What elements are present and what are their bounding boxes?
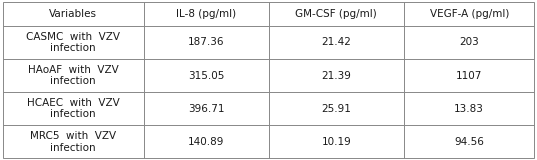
Text: 187.36: 187.36 [188, 37, 224, 47]
Text: HAoAF  with  VZV
infection: HAoAF with VZV infection [28, 65, 119, 86]
Text: GM-CSF (pg/ml): GM-CSF (pg/ml) [295, 9, 377, 19]
Text: 396.71: 396.71 [188, 104, 224, 114]
Text: VEGF-A (pg/ml): VEGF-A (pg/ml) [430, 9, 509, 19]
Text: 1107: 1107 [456, 71, 482, 80]
Text: 140.89: 140.89 [188, 137, 224, 147]
Text: IL-8 (pg/ml): IL-8 (pg/ml) [176, 9, 236, 19]
Text: 13.83: 13.83 [454, 104, 484, 114]
Text: 21.42: 21.42 [321, 37, 351, 47]
Text: 21.39: 21.39 [321, 71, 351, 80]
Text: CASMC  with  VZV
infection: CASMC with VZV infection [26, 32, 120, 53]
Text: 10.19: 10.19 [322, 137, 351, 147]
Text: MRC5  with  VZV
infection: MRC5 with VZV infection [30, 131, 116, 153]
Text: HCAEC  with  VZV
infection: HCAEC with VZV infection [27, 98, 120, 120]
Text: 315.05: 315.05 [188, 71, 224, 80]
Text: Variables: Variables [49, 9, 97, 19]
Text: 25.91: 25.91 [321, 104, 351, 114]
Text: 94.56: 94.56 [454, 137, 484, 147]
Text: 203: 203 [459, 37, 479, 47]
